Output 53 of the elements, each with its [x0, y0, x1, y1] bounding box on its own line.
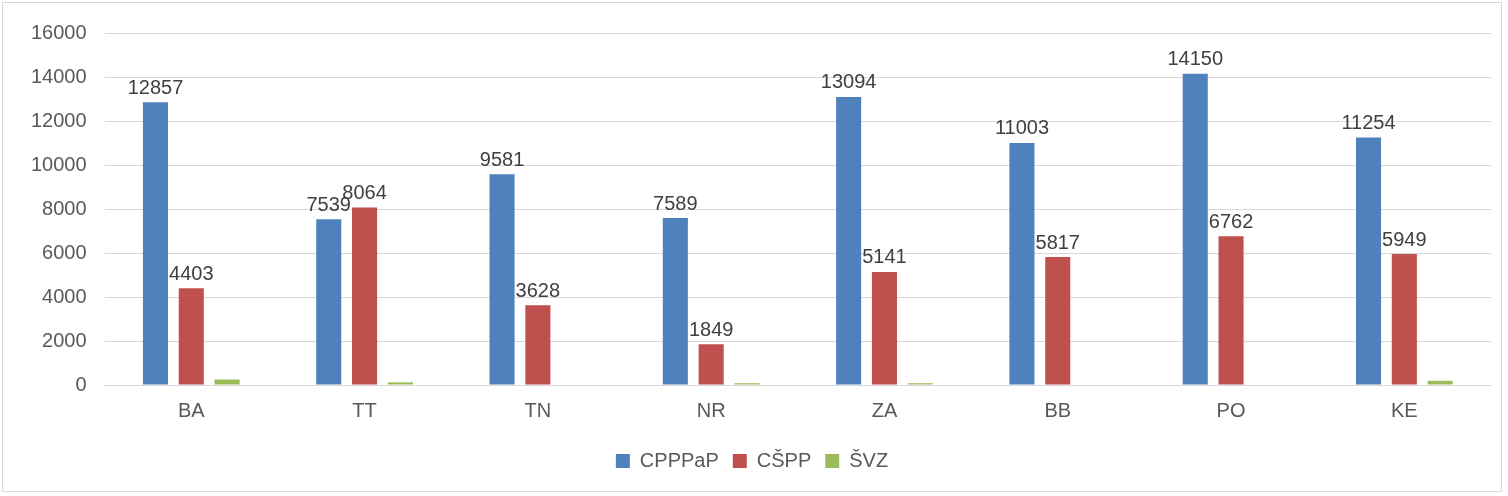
bar	[352, 207, 378, 385]
x-tick-label: NR	[696, 398, 726, 421]
bar	[1009, 142, 1035, 385]
bar	[489, 174, 515, 385]
bar	[214, 379, 240, 385]
data-label: 4403	[169, 261, 214, 284]
data-label: 9581	[479, 147, 525, 170]
x-tick-label: BB	[1044, 398, 1072, 421]
bar	[1427, 380, 1453, 385]
data-label: 1849	[688, 317, 734, 340]
y-tick-label: 16000	[30, 20, 87, 43]
legend-label: CPPPaP	[639, 448, 719, 471]
bar	[178, 288, 204, 385]
bar	[1045, 257, 1071, 385]
y-tick-label: 4000	[42, 284, 87, 307]
bar	[1218, 236, 1244, 385]
legend-label: CŠPP	[756, 448, 812, 471]
data-label: 12857	[127, 75, 184, 98]
legend-label: ŠVZ	[849, 448, 889, 471]
bar	[142, 102, 168, 385]
data-label: 3628	[515, 278, 561, 301]
bar	[836, 96, 862, 385]
data-label: 7589	[653, 191, 698, 214]
y-tick-label: 2000	[42, 328, 87, 351]
bar	[1356, 137, 1382, 385]
bar	[1391, 254, 1417, 385]
bar	[525, 305, 551, 385]
bar	[662, 218, 688, 385]
bar	[698, 344, 724, 385]
y-tick-label: 12000	[30, 108, 87, 131]
x-tick-label: KE	[1391, 398, 1418, 421]
y-tick-label: 8000	[42, 196, 87, 219]
bar	[387, 382, 413, 385]
data-label: 5817	[1035, 230, 1080, 253]
x-tick-label: TT	[352, 398, 377, 421]
bar	[316, 219, 342, 385]
x-tick-label: ZA	[871, 398, 898, 421]
bar	[1182, 73, 1208, 385]
data-label: 11003	[994, 116, 1050, 139]
data-label: 6762	[1208, 209, 1254, 232]
data-label: 5949	[1382, 227, 1427, 250]
x-tick-label: PO	[1216, 398, 1246, 421]
x-tick-label: BA	[177, 398, 206, 421]
bar	[871, 271, 897, 385]
data-label: 11254	[1341, 110, 1396, 133]
data-label: 13094	[820, 70, 877, 93]
y-tick-label: 14000	[30, 64, 87, 87]
data-label: 14150	[1167, 47, 1224, 70]
y-tick-label: 6000	[42, 240, 87, 263]
y-tick-label: 0	[75, 372, 87, 395]
y-tick-label: 10000	[30, 152, 87, 175]
x-tick-label: TN	[524, 398, 552, 421]
data-label: 5141	[862, 245, 907, 268]
